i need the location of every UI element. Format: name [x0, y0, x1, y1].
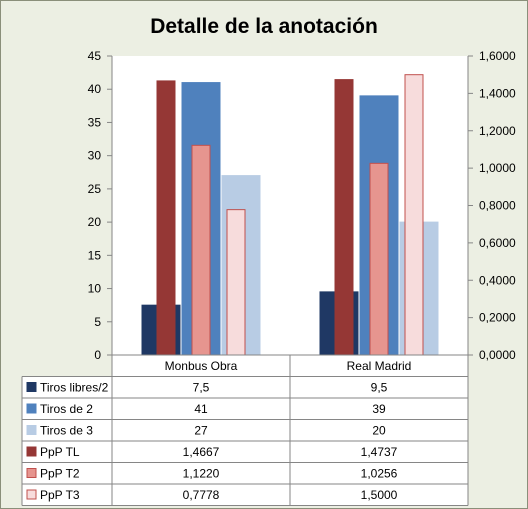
data-label-ppp-t2: 1,0256 [361, 467, 398, 481]
right-tick-label: 0,8000 [479, 199, 516, 213]
chart-title: Detalle de la anotación [150, 15, 378, 38]
data-label-tiros-libres-2: 7,5 [193, 381, 210, 395]
right-tick-label: 0,0000 [479, 348, 516, 362]
data-label-ppp-t3: 1,5000 [361, 488, 398, 502]
right-tick-label: 1,6000 [479, 49, 516, 63]
data-label-tiros-de-3: 20 [372, 424, 386, 438]
right-tick-label: 1,2000 [479, 124, 516, 138]
left-tick-label: 35 [88, 115, 102, 129]
left-tick-label: 25 [88, 182, 102, 196]
legend-swatch-ppp-tl [26, 446, 37, 457]
bar-ppp-t3 [226, 209, 246, 356]
category-label: Monbus Obra [165, 359, 238, 373]
data-label-ppp-tl: 1,4667 [183, 445, 220, 459]
legend-label-ppp-t3: PpP T3 [40, 488, 80, 502]
legend-swatch-ppp-t2 [26, 468, 37, 478]
left-tick-label: 40 [88, 82, 102, 96]
legend-label-tiros-de-3: Tiros de 3 [40, 424, 93, 438]
bar-ppp-tl [334, 79, 354, 356]
left-tick-label: 10 [88, 282, 102, 296]
right-tick-label: 1,0000 [479, 161, 516, 175]
left-tick-label: 20 [88, 215, 102, 229]
legend-label-tiros-libres-2: Tiros libres/2 [40, 381, 109, 395]
left-tick-label: 45 [88, 49, 102, 63]
bar-ppp-t3 [404, 74, 424, 356]
legend-label-tiros-de-2: Tiros de 2 [40, 402, 93, 416]
bar-ppp-tl [156, 80, 176, 356]
data-label-tiros-de-2: 41 [194, 402, 208, 416]
right-tick-label: 0,2000 [479, 311, 516, 325]
legend-swatch-tiros-de-2 [26, 403, 37, 414]
data-label-tiros-de-2: 39 [372, 402, 386, 416]
legend-label-ppp-tl: PpP TL [40, 445, 80, 459]
left-tick-label: 30 [88, 149, 102, 163]
right-tick-label: 1,4000 [479, 86, 516, 100]
left-tick-label: 5 [94, 315, 101, 329]
legend-swatch-ppp-t3 [26, 489, 37, 500]
legend-label-ppp-t2: PpP T2 [40, 467, 80, 481]
bar-ppp-t2 [191, 144, 211, 356]
data-label-tiros-libres-2: 9,5 [371, 381, 388, 395]
legend-swatch-tiros-libres-2 [26, 382, 37, 392]
data-label-ppp-tl: 1,4737 [361, 445, 398, 459]
data-label-ppp-t2: 1,1220 [183, 467, 220, 481]
legend-swatch-tiros-de-3 [26, 425, 37, 435]
left-tick-label: 0 [94, 348, 101, 362]
data-label-tiros-de-3: 27 [194, 424, 208, 438]
bar-ppp-t2 [369, 162, 389, 356]
left-tick-label: 15 [88, 248, 102, 262]
right-tick-label: 0,6000 [479, 236, 516, 250]
right-tick-label: 0,4000 [479, 273, 516, 287]
data-label-ppp-t3: 0,7778 [183, 488, 220, 502]
category-label: Real Madrid [347, 359, 412, 373]
